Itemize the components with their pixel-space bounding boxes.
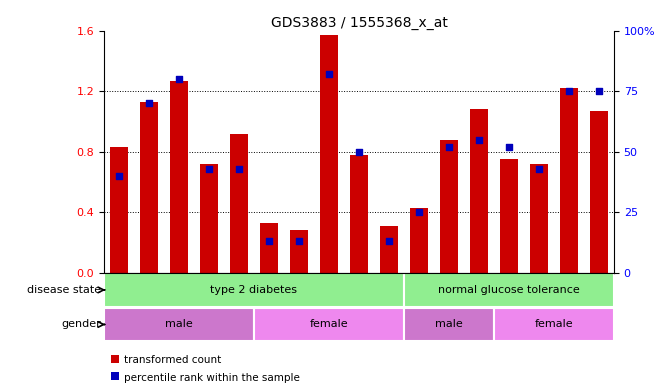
Text: disease state: disease state [27, 285, 101, 295]
Bar [404, 308, 494, 341]
Point [354, 149, 364, 155]
Bar [560, 88, 578, 273]
Bar [470, 109, 488, 273]
Bar [590, 111, 608, 273]
Point [144, 100, 154, 106]
Point [564, 88, 574, 94]
Bar [350, 155, 368, 273]
Text: gender: gender [61, 319, 101, 329]
Bar [530, 164, 548, 273]
Bar [320, 35, 338, 273]
Bar [104, 273, 404, 306]
Text: female: female [535, 319, 573, 329]
Point [264, 238, 274, 244]
Title: GDS3883 / 1555368_x_at: GDS3883 / 1555368_x_at [270, 16, 448, 30]
Bar [170, 81, 188, 273]
Point [504, 144, 515, 150]
Text: male: male [165, 319, 193, 329]
Point [174, 76, 185, 82]
Bar [110, 147, 128, 273]
Bar [404, 273, 614, 306]
Text: male: male [435, 319, 463, 329]
Point [113, 173, 124, 179]
Text: normal glucose tolerance: normal glucose tolerance [438, 285, 580, 295]
Bar [380, 226, 398, 273]
Bar [410, 208, 428, 273]
Point [234, 166, 244, 172]
Point [444, 144, 454, 150]
Point [594, 88, 605, 94]
Point [474, 136, 484, 142]
Point [533, 166, 544, 172]
Bar [254, 308, 404, 341]
Bar [440, 139, 458, 273]
Point [203, 166, 214, 172]
Point [294, 238, 305, 244]
Point [323, 71, 334, 77]
Bar [140, 102, 158, 273]
Text: type 2 diabetes: type 2 diabetes [211, 285, 297, 295]
Bar [260, 223, 278, 273]
Bar [230, 134, 248, 273]
Bar [104, 308, 254, 341]
Bar [500, 159, 518, 273]
Text: percentile rank within the sample: percentile rank within the sample [124, 373, 300, 383]
Bar [494, 308, 614, 341]
Bar [290, 230, 308, 273]
Point [384, 238, 395, 244]
Text: female: female [310, 319, 348, 329]
Point [413, 209, 424, 215]
Bar [200, 164, 218, 273]
Text: transformed count: transformed count [124, 356, 221, 366]
